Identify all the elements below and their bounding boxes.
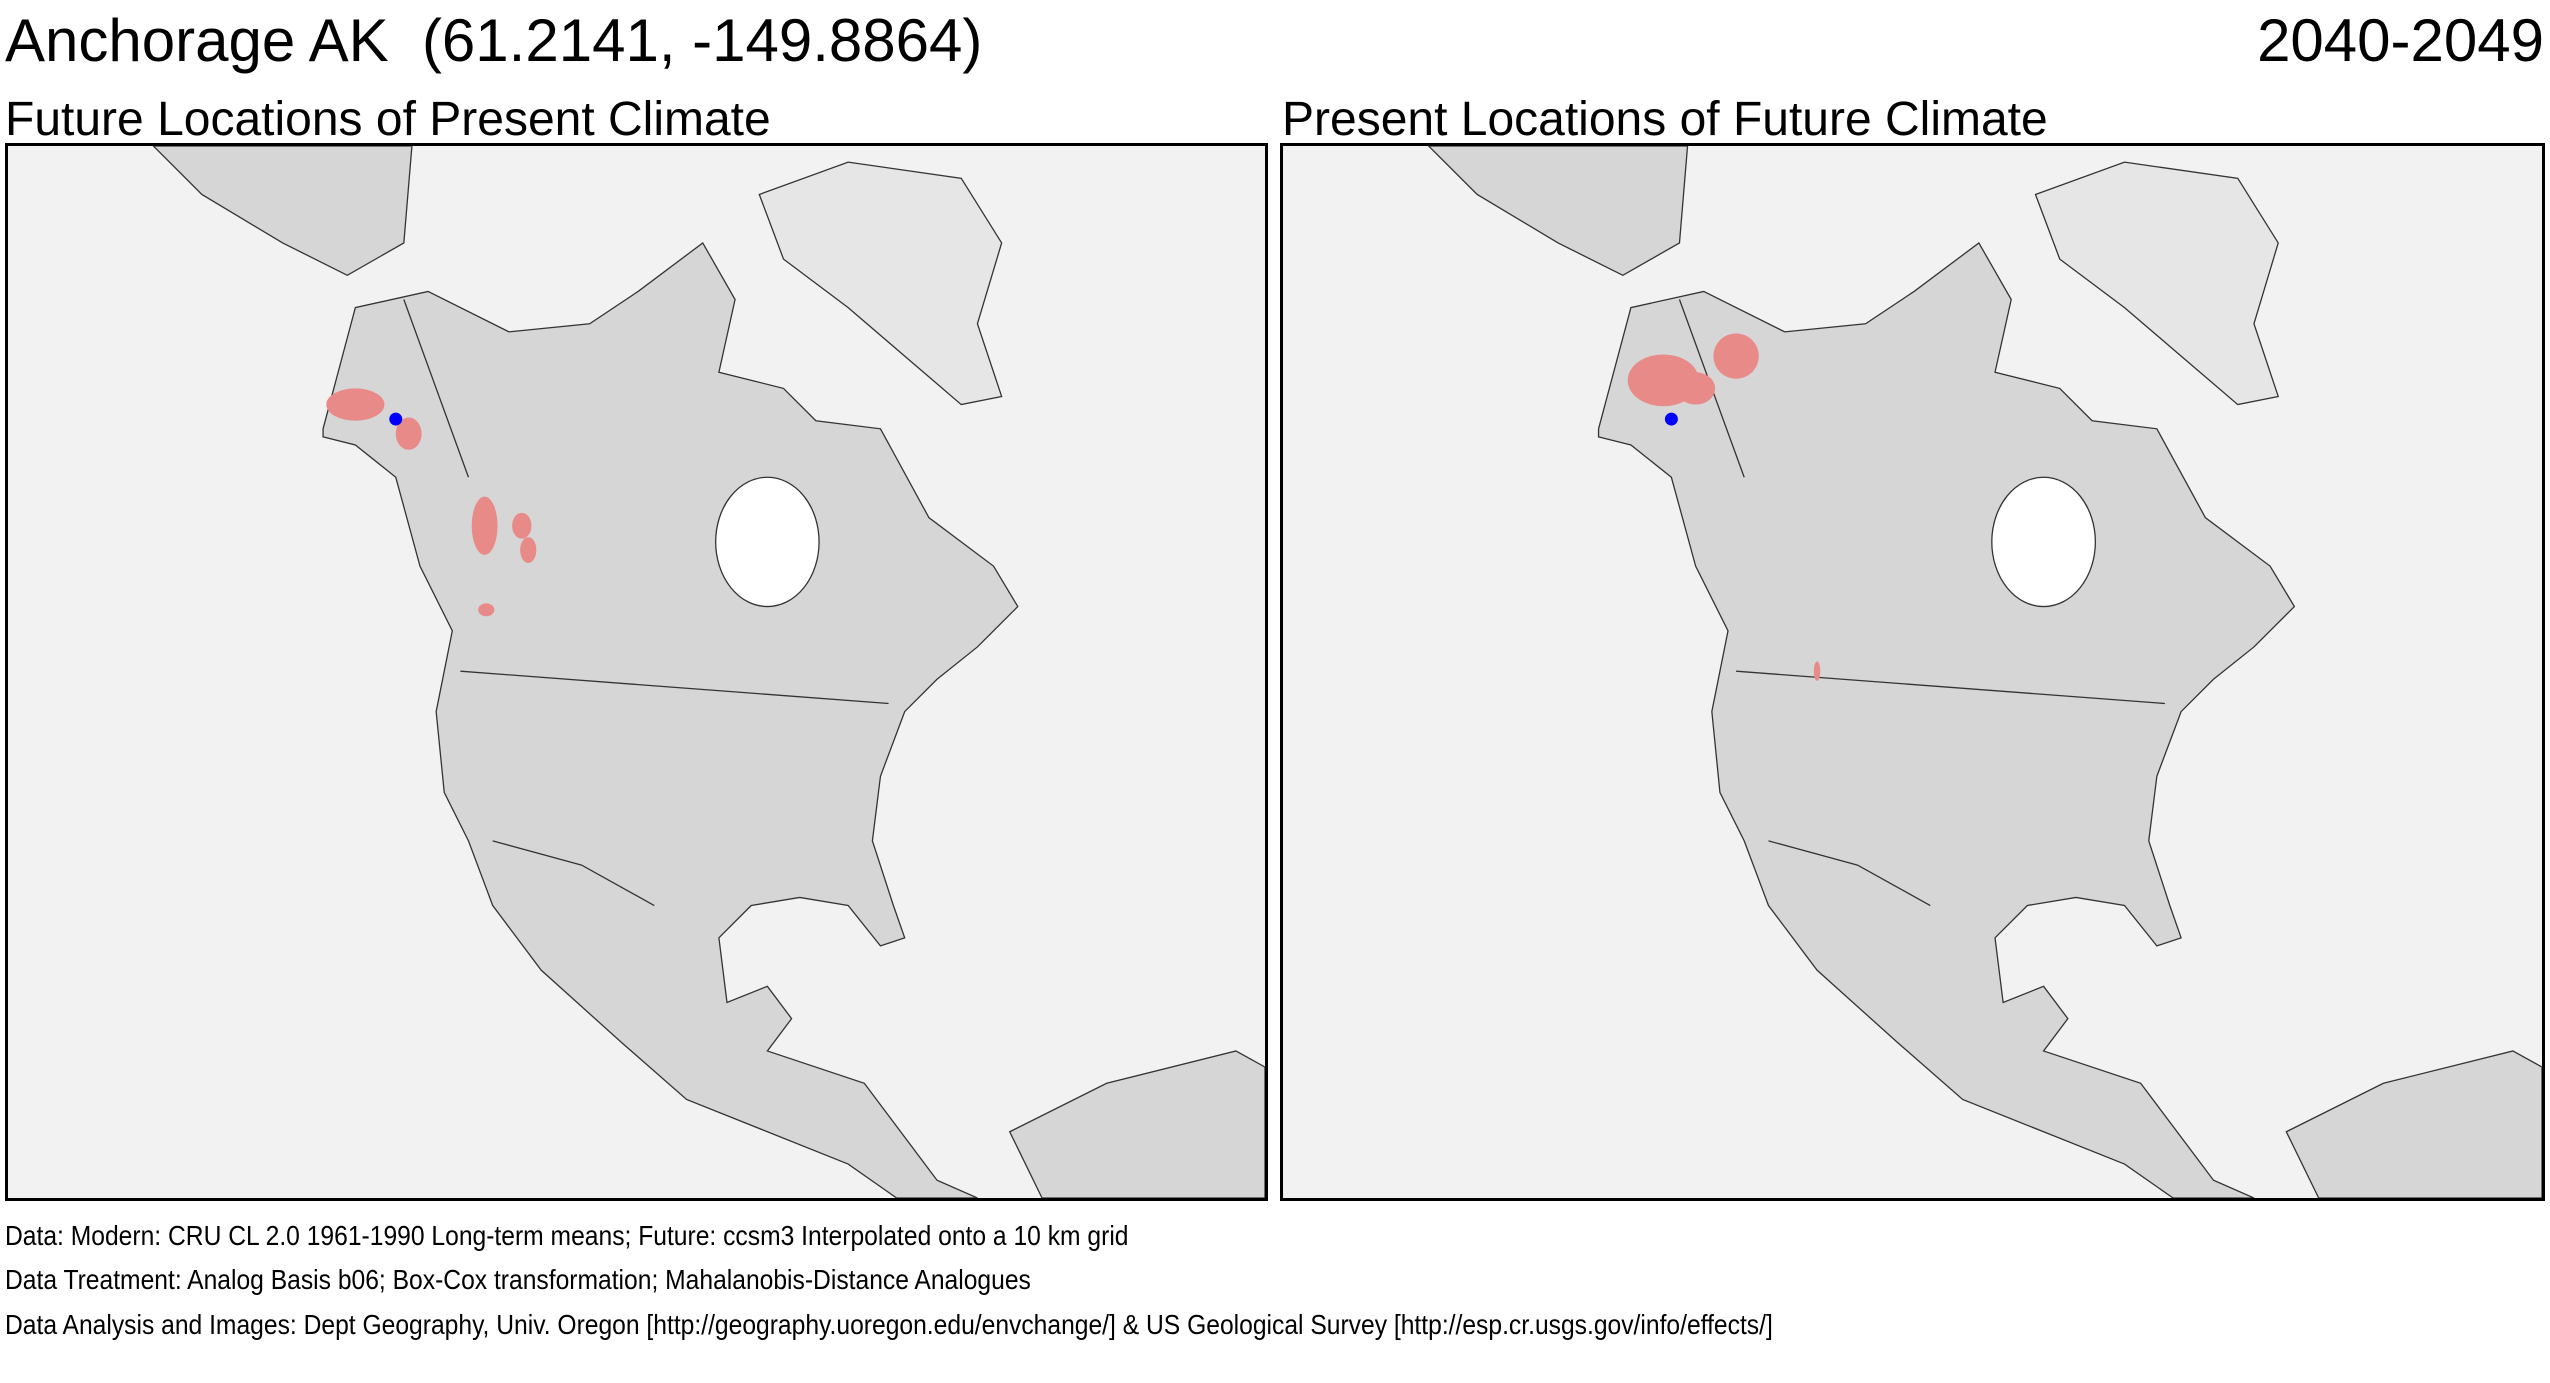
greenland-land xyxy=(2034,161,2280,406)
south-america-land xyxy=(1008,1050,1265,1198)
hudson-bay xyxy=(715,476,820,608)
canada-us-border xyxy=(1736,670,2165,705)
basemap xyxy=(1427,146,2542,1198)
analog-areas xyxy=(1627,333,1821,681)
analog-patch xyxy=(1676,372,1716,405)
alaska-canada-border xyxy=(403,299,470,478)
siberia-land xyxy=(1427,146,1689,277)
siberia-land xyxy=(152,146,413,277)
analog-areas xyxy=(326,388,537,617)
analog-patch xyxy=(326,388,385,421)
location-title: Anchorage AK (61.2141, -149.8864) xyxy=(5,7,983,74)
basemap xyxy=(152,146,1265,1198)
us-mexico-border xyxy=(1768,840,1931,907)
analog-patch xyxy=(1813,661,1821,681)
map-present-locations-future-climate xyxy=(1280,143,2545,1201)
footer-data-treatment: Data Treatment: Analog Basis b06; Box-Co… xyxy=(5,1264,1031,1295)
time-period: 2040-2049 xyxy=(2257,7,2544,74)
site-marker xyxy=(389,412,403,426)
analog-patch xyxy=(520,537,537,563)
footer-data-analysis: Data Analysis and Images: Dept Geography… xyxy=(5,1309,1773,1340)
site-marker xyxy=(1664,412,1678,426)
analog-patch xyxy=(478,603,495,617)
map-future-locations-present-climate xyxy=(5,143,1268,1201)
right-panel-title: Present Locations of Future Climate xyxy=(1282,93,2048,146)
map-right xyxy=(1427,146,2542,1198)
greenland-land xyxy=(758,161,1003,406)
us-mexico-border xyxy=(492,840,655,907)
south-america-land xyxy=(2285,1050,2542,1198)
analog-patch xyxy=(1713,333,1759,379)
analog-patch xyxy=(395,417,422,450)
map-left xyxy=(152,146,1265,1198)
hudson-bay xyxy=(1991,476,2097,608)
canada-us-border xyxy=(460,670,889,705)
footer-data-source: Data: Modern: CRU CL 2.0 1961-1990 Long-… xyxy=(5,1220,1129,1251)
north-america-land xyxy=(1597,242,2296,1198)
left-panel-title: Future Locations of Present Climate xyxy=(5,93,771,146)
north-america-land xyxy=(322,242,1019,1198)
analog-patch xyxy=(512,512,532,539)
analog-patch xyxy=(471,496,498,555)
